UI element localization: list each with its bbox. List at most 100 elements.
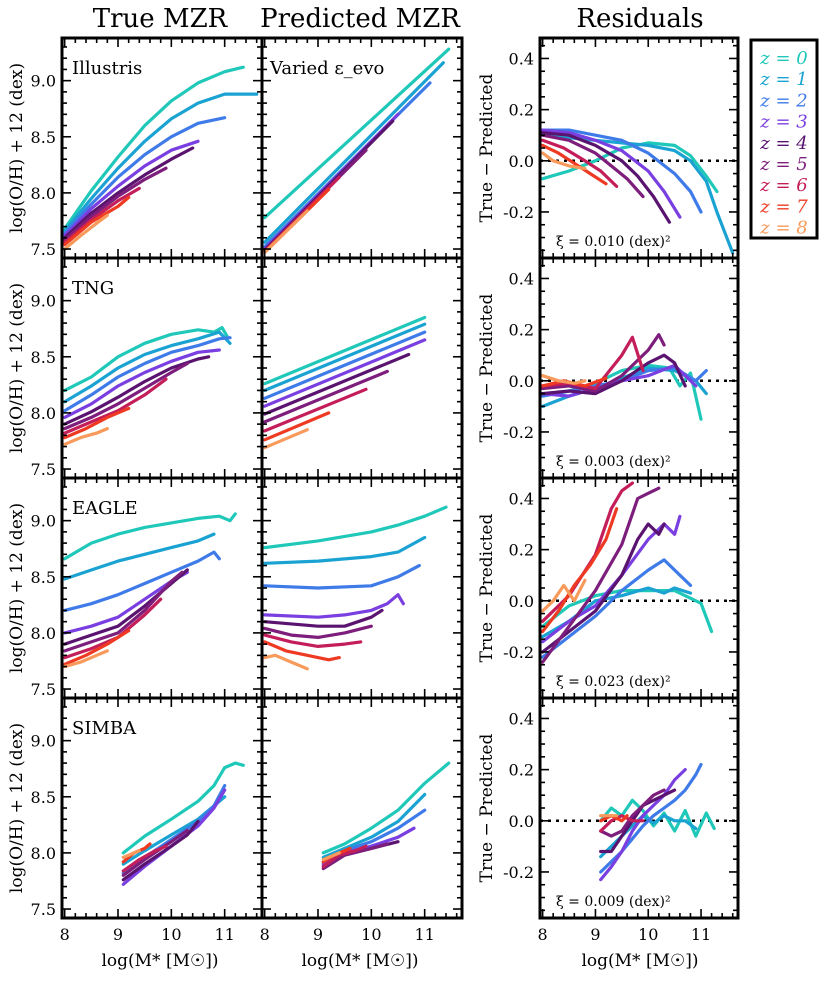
y-tick-label: 9.0 [31, 732, 56, 751]
series-z2 [63, 550, 221, 612]
legend-entry-z3: z = 3 [759, 112, 807, 133]
x-tick-label: 8 [260, 925, 270, 944]
series-z1 [63, 532, 216, 581]
series-z0 [63, 512, 237, 561]
panel-eagle-res: -0.2 0.0 0.2 0.4 ξ = 0.023 (dex)² True − Pred… [477, 476, 740, 700]
y-tick-label: 0.4 [509, 269, 534, 288]
y-tick-label: 9.0 [31, 512, 56, 531]
x-tick-label: 10 [638, 925, 658, 944]
series-z3 [541, 128, 682, 219]
series-z5 [541, 486, 661, 664]
x-tick-label: 11 [691, 925, 711, 944]
series-z4 [263, 608, 384, 628]
series-z6 [321, 844, 368, 868]
series-z3 [63, 139, 200, 238]
series-z0 [321, 761, 451, 855]
y-tick-label: 0.0 [509, 152, 534, 171]
series-z8 [121, 849, 141, 859]
series-z6 [63, 377, 168, 435]
series-z4 [121, 819, 200, 882]
panel-eagle-true: 7.5 8.0 8.5 9.0 EAGLE log(O/H) + 12 (dex) [7, 476, 264, 700]
series-z8 [541, 578, 587, 613]
y-tick-label: 0.0 [509, 372, 534, 391]
y-tick-label: 0.0 [509, 592, 534, 611]
y-label-residual: True − Predicted [477, 294, 497, 443]
y-tick-label: -0.2 [503, 203, 534, 222]
panel-frame [538, 696, 740, 920]
series-z7 [599, 814, 629, 823]
series-z6 [541, 138, 619, 188]
panel-eagle-pred [260, 476, 464, 700]
series-z5 [541, 333, 666, 393]
series-z2 [541, 558, 693, 659]
panel-simba-res: -0.2 0.0 0.2 0.4 8 9 10 11 ξ = 0.009 (dex)² True … [477, 696, 740, 944]
series-z5 [599, 788, 666, 838]
series-z3 [63, 348, 221, 419]
series-z1 [121, 795, 227, 866]
series-z1 [321, 792, 427, 859]
series-z8 [263, 653, 309, 671]
y-label-mzr: log(O/H) + 12 (dex) [7, 503, 27, 673]
y-tick-label: 0.4 [509, 489, 534, 508]
series-z8 [63, 649, 109, 669]
series-z7 [63, 629, 131, 666]
panel-frame [260, 256, 464, 480]
series-z8 [63, 427, 109, 446]
x-tick-label: 8 [538, 925, 548, 944]
series-z5 [63, 166, 168, 242]
series-z4 [599, 788, 677, 854]
series-z4 [63, 568, 189, 646]
y-tick-label: -0.2 [503, 863, 534, 882]
series-z6 [121, 844, 168, 873]
series-z7 [541, 507, 619, 634]
y-tick-label: 7.5 [31, 900, 56, 919]
series-z1 [63, 92, 259, 233]
series-z3 [263, 593, 405, 619]
legend: z = 0z = 1z = 2z = 3z = 4z = 5z = 6z = 7… [749, 38, 819, 240]
predicted-annotation: Varied ε_evo [269, 58, 384, 79]
series-z3 [263, 338, 427, 408]
xi-label: ξ = 0.023 (dex)² [556, 674, 671, 690]
series-z3 [599, 768, 687, 882]
series-z0 [63, 326, 229, 392]
series-z4 [541, 131, 671, 224]
legend-entry-z6: z = 6 [759, 175, 807, 196]
series-z8 [541, 374, 587, 385]
y-tick-label: 8.0 [31, 404, 56, 423]
y-tick-label: -0.2 [503, 423, 534, 442]
panel-illustris-res: -0.2 0.0 0.2 0.4 ξ = 0.010 (dex)² True − Pred… [477, 36, 740, 260]
y-label-residual: True − Predicted [477, 74, 497, 223]
y-tick-label: 9.0 [31, 72, 56, 91]
y-tick-label: 7.5 [31, 460, 56, 479]
panel-tng-res: -0.2 0.0 0.2 0.4 ξ = 0.003 (dex)² True − Pred… [477, 256, 740, 480]
panel-frame [260, 696, 464, 920]
panel-frame [538, 476, 740, 700]
y-tick-label: 8.5 [31, 128, 56, 147]
x-tick-label: 9 [313, 925, 323, 944]
column-title-residuals: Residuals [576, 4, 703, 34]
x-tick-label: 11 [414, 925, 434, 944]
series-z2 [541, 128, 703, 214]
series-z0 [121, 761, 245, 855]
legend-frame [749, 38, 819, 240]
sim-label: SIMBA [72, 718, 137, 739]
xi-label: ξ = 0.010 (dex)² [556, 234, 671, 250]
sim-label: EAGLE [72, 498, 138, 519]
y-label-residual: True − Predicted [477, 514, 497, 663]
series-z4 [541, 353, 687, 396]
panel-illustris-true: 7.5 8.0 8.5 9.0 Illustris log(O/H) + 12 (dex) [7, 36, 264, 260]
series-z5 [63, 570, 184, 653]
series-z7 [63, 195, 131, 247]
series-z6 [541, 335, 645, 391]
series-z0 [63, 65, 245, 231]
series-z1 [263, 61, 445, 244]
panel-tng-true: 7.5 8.0 8.5 9.0 TNG log(O/H) + 12 (dex) [7, 256, 264, 480]
column-title-true: True MZR [93, 4, 229, 34]
y-tick-label: 0.0 [509, 812, 534, 831]
y-label-mzr: log(O/H) + 12 (dex) [7, 63, 27, 233]
y-tick-label: 0.2 [509, 541, 534, 560]
series-z5 [63, 361, 189, 431]
y-tick-label: 9.0 [31, 292, 56, 311]
series-z4 [63, 146, 195, 240]
